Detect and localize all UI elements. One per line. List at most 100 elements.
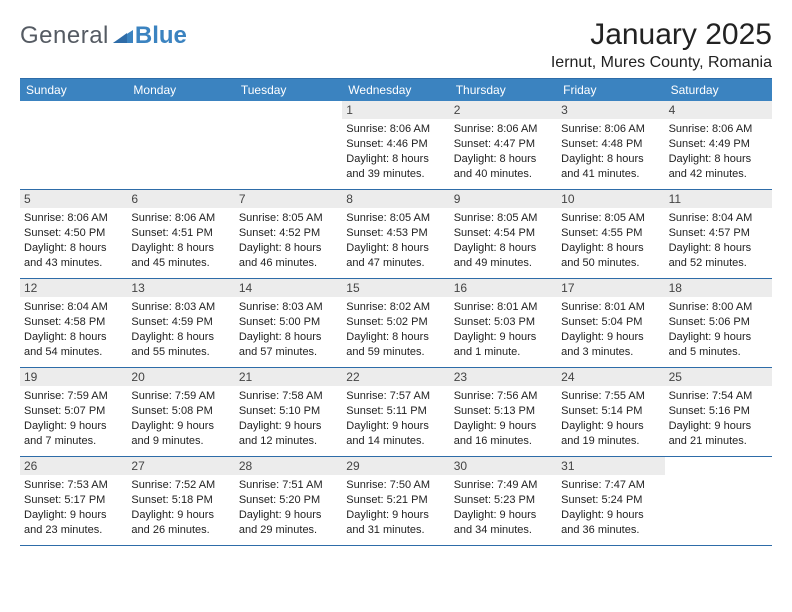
sunset-text: Sunset: 5:20 PM	[239, 493, 338, 508]
date-number	[127, 101, 234, 105]
daylight1-text: Daylight: 9 hours	[454, 508, 553, 523]
daylight1-text: Daylight: 9 hours	[239, 419, 338, 434]
date-number: 1	[342, 101, 449, 119]
sunset-text: Sunset: 4:51 PM	[131, 226, 230, 241]
sunset-text: Sunset: 5:23 PM	[454, 493, 553, 508]
sunset-text: Sunset: 5:24 PM	[561, 493, 660, 508]
dayname-monday: Monday	[127, 79, 234, 101]
logo: General Blue	[20, 22, 187, 52]
sunrise-text: Sunrise: 7:56 AM	[454, 389, 553, 404]
date-number	[665, 457, 772, 461]
daylight2-text: and 1 minute.	[454, 345, 553, 360]
daylight2-text: and 57 minutes.	[239, 345, 338, 360]
day-cell: 10Sunrise: 8:05 AMSunset: 4:55 PMDayligh…	[557, 190, 664, 278]
day-cell: 19Sunrise: 7:59 AMSunset: 5:07 PMDayligh…	[20, 368, 127, 456]
daylight1-text: Daylight: 9 hours	[24, 508, 123, 523]
daylight2-text: and 23 minutes.	[24, 523, 123, 538]
day-cell: 27Sunrise: 7:52 AMSunset: 5:18 PMDayligh…	[127, 457, 234, 545]
sunrise-text: Sunrise: 7:47 AM	[561, 478, 660, 493]
sunset-text: Sunset: 5:21 PM	[346, 493, 445, 508]
sunrise-text: Sunrise: 7:52 AM	[131, 478, 230, 493]
daylight1-text: Daylight: 9 hours	[561, 419, 660, 434]
day-cell: 8Sunrise: 8:05 AMSunset: 4:53 PMDaylight…	[342, 190, 449, 278]
daylight1-text: Daylight: 9 hours	[346, 508, 445, 523]
date-number: 17	[557, 279, 664, 297]
sunset-text: Sunset: 5:02 PM	[346, 315, 445, 330]
sunset-text: Sunset: 5:00 PM	[239, 315, 338, 330]
dayname-thursday: Thursday	[450, 79, 557, 101]
date-number: 10	[557, 190, 664, 208]
week-row: 12Sunrise: 8:04 AMSunset: 4:58 PMDayligh…	[20, 279, 772, 368]
day-cell: 25Sunrise: 7:54 AMSunset: 5:16 PMDayligh…	[665, 368, 772, 456]
date-number: 11	[665, 190, 772, 208]
calendar-page: General Blue January 2025 Iernut, Mures …	[0, 0, 792, 556]
daylight2-text: and 52 minutes.	[669, 256, 768, 271]
day-cell	[235, 101, 342, 189]
date-number: 8	[342, 190, 449, 208]
sunrise-text: Sunrise: 8:04 AM	[24, 300, 123, 315]
day-cell: 9Sunrise: 8:05 AMSunset: 4:54 PMDaylight…	[450, 190, 557, 278]
date-number: 22	[342, 368, 449, 386]
daylight2-text: and 55 minutes.	[131, 345, 230, 360]
sunrise-text: Sunrise: 7:49 AM	[454, 478, 553, 493]
daylight1-text: Daylight: 8 hours	[24, 330, 123, 345]
daylight2-text: and 3 minutes.	[561, 345, 660, 360]
daylight1-text: Daylight: 9 hours	[131, 419, 230, 434]
sunrise-text: Sunrise: 8:01 AM	[561, 300, 660, 315]
sunrise-text: Sunrise: 7:58 AM	[239, 389, 338, 404]
day-cell: 29Sunrise: 7:50 AMSunset: 5:21 PMDayligh…	[342, 457, 449, 545]
daylight2-text: and 9 minutes.	[131, 434, 230, 449]
day-cell: 12Sunrise: 8:04 AMSunset: 4:58 PMDayligh…	[20, 279, 127, 367]
date-number	[20, 101, 127, 105]
daylight1-text: Daylight: 8 hours	[346, 241, 445, 256]
sunset-text: Sunset: 5:18 PM	[131, 493, 230, 508]
logo-text-blue: Blue	[135, 22, 187, 50]
daylight1-text: Daylight: 8 hours	[669, 152, 768, 167]
sunset-text: Sunset: 5:04 PM	[561, 315, 660, 330]
daylight2-text: and 19 minutes.	[561, 434, 660, 449]
sunset-text: Sunset: 5:03 PM	[454, 315, 553, 330]
day-cell: 31Sunrise: 7:47 AMSunset: 5:24 PMDayligh…	[557, 457, 664, 545]
sunset-text: Sunset: 5:14 PM	[561, 404, 660, 419]
day-cell: 21Sunrise: 7:58 AMSunset: 5:10 PMDayligh…	[235, 368, 342, 456]
date-number: 18	[665, 279, 772, 297]
sunset-text: Sunset: 5:11 PM	[346, 404, 445, 419]
day-cell: 4Sunrise: 8:06 AMSunset: 4:49 PMDaylight…	[665, 101, 772, 189]
sunset-text: Sunset: 5:06 PM	[669, 315, 768, 330]
sunset-text: Sunset: 5:13 PM	[454, 404, 553, 419]
sunset-text: Sunset: 5:08 PM	[131, 404, 230, 419]
daylight2-text: and 43 minutes.	[24, 256, 123, 271]
daylight1-text: Daylight: 9 hours	[561, 508, 660, 523]
daylight1-text: Daylight: 8 hours	[346, 330, 445, 345]
date-number: 7	[235, 190, 342, 208]
date-number: 30	[450, 457, 557, 475]
date-number: 24	[557, 368, 664, 386]
sunset-text: Sunset: 4:58 PM	[24, 315, 123, 330]
day-cell: 20Sunrise: 7:59 AMSunset: 5:08 PMDayligh…	[127, 368, 234, 456]
date-number: 2	[450, 101, 557, 119]
sunrise-text: Sunrise: 8:06 AM	[346, 122, 445, 137]
sunset-text: Sunset: 4:57 PM	[669, 226, 768, 241]
dayname-saturday: Saturday	[665, 79, 772, 101]
day-cell: 22Sunrise: 7:57 AMSunset: 5:11 PMDayligh…	[342, 368, 449, 456]
daylight1-text: Daylight: 9 hours	[131, 508, 230, 523]
daylight2-text: and 47 minutes.	[346, 256, 445, 271]
daylight1-text: Daylight: 8 hours	[454, 241, 553, 256]
daylight1-text: Daylight: 8 hours	[239, 241, 338, 256]
sunrise-text: Sunrise: 8:06 AM	[454, 122, 553, 137]
day-cell: 26Sunrise: 7:53 AMSunset: 5:17 PMDayligh…	[20, 457, 127, 545]
date-number: 4	[665, 101, 772, 119]
dayname-wednesday: Wednesday	[342, 79, 449, 101]
logo-triangle-icon	[113, 22, 133, 50]
sunset-text: Sunset: 4:53 PM	[346, 226, 445, 241]
daylight1-text: Daylight: 8 hours	[131, 330, 230, 345]
day-cell: 6Sunrise: 8:06 AMSunset: 4:51 PMDaylight…	[127, 190, 234, 278]
daylight1-text: Daylight: 8 hours	[454, 152, 553, 167]
date-number: 19	[20, 368, 127, 386]
day-cell: 16Sunrise: 8:01 AMSunset: 5:03 PMDayligh…	[450, 279, 557, 367]
sunset-text: Sunset: 4:48 PM	[561, 137, 660, 152]
day-cell	[127, 101, 234, 189]
daylight1-text: Daylight: 9 hours	[454, 419, 553, 434]
date-number: 16	[450, 279, 557, 297]
sunset-text: Sunset: 4:50 PM	[24, 226, 123, 241]
